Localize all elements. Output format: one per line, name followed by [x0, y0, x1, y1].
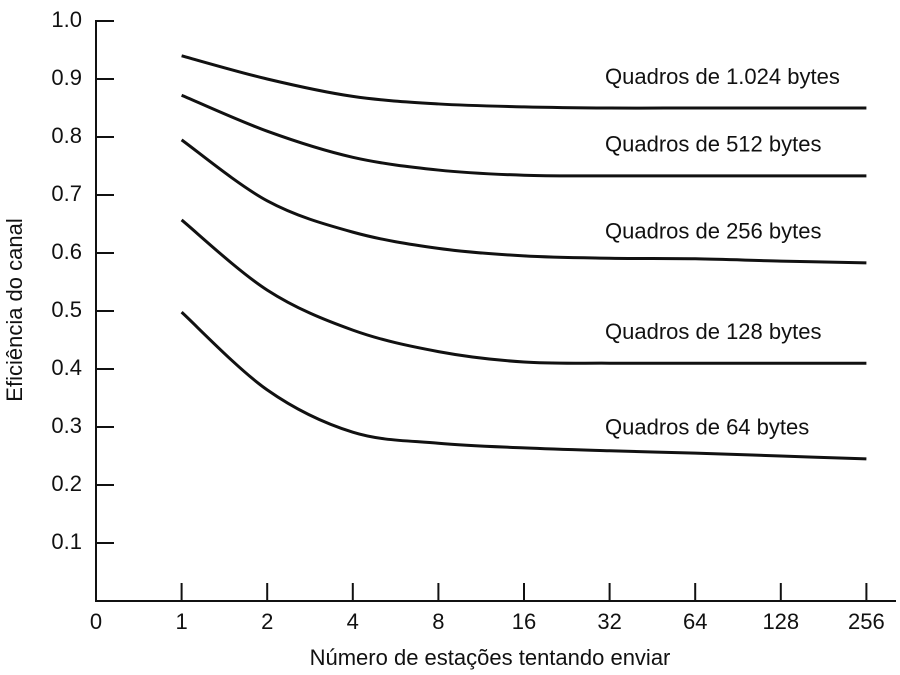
- x-tick-label: 16: [512, 609, 536, 634]
- line: [180, 218, 867, 365]
- x-tick-label: 64: [683, 609, 707, 634]
- x-tick-label: 128: [762, 609, 799, 634]
- series-label: Quadros de 256 bytes: [605, 219, 821, 244]
- y-axis-title: Eficiência do canal: [2, 218, 27, 401]
- x-axis-title: Número de estações tentando enviar: [310, 645, 671, 670]
- line: [180, 138, 867, 265]
- series-label: Quadros de 1.024 bytes: [605, 64, 840, 89]
- y-tick-label: 0.1: [51, 529, 82, 554]
- x-tick-label: 1: [175, 609, 187, 634]
- line: [181, 54, 867, 110]
- x-tick-label: 8: [432, 609, 444, 634]
- y-tick-label: 0.5: [51, 297, 82, 322]
- series-label: Quadros de 512 bytes: [605, 132, 821, 157]
- y-tick-label: 0.4: [51, 355, 82, 380]
- series-label: Quadros de 128 bytes: [605, 319, 821, 344]
- line: [180, 311, 867, 461]
- y-tick-label: 0.9: [51, 65, 82, 90]
- y-tick-label: 1.0: [51, 7, 82, 32]
- x-tick-label: 2: [261, 609, 273, 634]
- y-tick-label: 0.8: [51, 123, 82, 148]
- series-label: Quadros de 64 bytes: [605, 415, 809, 440]
- x-tick-label: 0: [90, 609, 102, 634]
- y-tick-label: 0.6: [51, 239, 82, 264]
- x-tick-label: 4: [347, 609, 359, 634]
- y-tick-label: 0.3: [51, 413, 82, 438]
- y-tick-label: 0.7: [51, 181, 82, 206]
- line: [181, 93, 867, 178]
- y-tick-label: 0.2: [51, 471, 82, 496]
- x-tick-label: 256: [848, 609, 885, 634]
- x-tick-label: 32: [597, 609, 621, 634]
